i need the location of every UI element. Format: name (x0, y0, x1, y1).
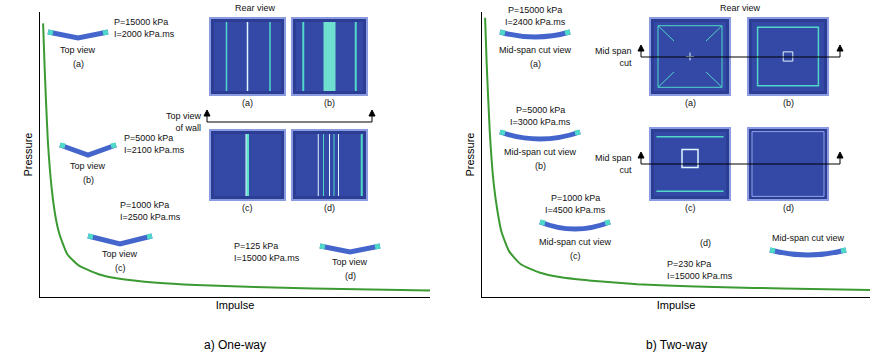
svg-text:P=15000 kPa: P=15000 kPa (508, 5, 562, 15)
svg-text:(d): (d) (700, 238, 711, 248)
svg-text:(d): (d) (324, 203, 335, 213)
svg-text:(d): (d) (345, 271, 356, 281)
svg-text:(b): (b) (324, 98, 335, 108)
svg-text:I=2100 kPa.ms: I=2100 kPa.ms (124, 145, 185, 155)
svg-text:Mid-span cut view: Mid-span cut view (499, 45, 572, 55)
svg-text:(b): (b) (783, 98, 794, 108)
svg-text:Rear view: Rear view (720, 3, 761, 13)
svg-text:I=15000 kPa.ms: I=15000 kPa.ms (667, 271, 733, 281)
svg-text:(a): (a) (242, 98, 253, 108)
svg-text:P=230 kPa: P=230 kPa (667, 259, 711, 269)
svg-text:Impulse: Impulse (657, 299, 696, 311)
svg-text:I=2500 kPa.ms: I=2500 kPa.ms (120, 212, 181, 222)
svg-text:(b): (b) (535, 161, 546, 171)
svg-text:(a): (a) (685, 98, 696, 108)
svg-text:Pressure: Pressure (22, 132, 34, 176)
svg-text:Mid spancut: Mid spancut (595, 46, 632, 68)
svg-text:Impulse: Impulse (216, 299, 255, 311)
svg-text:Top view: Top view (70, 161, 106, 171)
svg-text:I=2400 kPa.ms: I=2400 kPa.ms (505, 17, 566, 27)
svg-text:(a): (a) (530, 59, 541, 69)
svg-text:a) One-way: a) One-way (204, 338, 266, 352)
svg-text:P=5000 kPa: P=5000 kPa (516, 105, 565, 115)
svg-text:Top view: Top view (102, 249, 138, 259)
svg-text:(c): (c) (685, 203, 696, 213)
svg-text:(a): (a) (73, 59, 84, 69)
svg-text:Mid-span cut view: Mid-span cut view (504, 147, 577, 157)
svg-text:I=4500 kPa.ms: I=4500 kPa.ms (545, 205, 606, 215)
svg-text:P=125 kPa: P=125 kPa (234, 241, 278, 251)
svg-text:(c): (c) (115, 263, 126, 273)
svg-text:Top viewof wall: Top viewof wall (166, 111, 202, 133)
svg-text:Mid-span cut view: Mid-span cut view (539, 237, 612, 247)
svg-text:(c): (c) (242, 203, 253, 213)
svg-text:P=15000 kPa: P=15000 kPa (114, 17, 168, 27)
svg-text:Mid-span cut view: Mid-span cut view (772, 233, 845, 243)
svg-text:(d): (d) (783, 203, 794, 213)
svg-text:P=5000 kPa: P=5000 kPa (124, 133, 173, 143)
svg-text:P=1000 kPa: P=1000 kPa (551, 193, 600, 203)
svg-text:Top view: Top view (60, 45, 96, 55)
svg-text:Mid spancut: Mid spancut (595, 153, 632, 175)
svg-text:I=3000 kPa.ms: I=3000 kPa.ms (510, 117, 571, 127)
svg-text:(c): (c) (570, 251, 581, 261)
svg-text:I=15000 kPa.ms: I=15000 kPa.ms (234, 253, 300, 263)
svg-text:P=1000 kPa: P=1000 kPa (120, 200, 169, 210)
svg-text:Pressure: Pressure (464, 132, 476, 176)
svg-text:I=2000 kPa.ms: I=2000 kPa.ms (114, 29, 175, 39)
svg-text:b) Two-way: b) Two-way (646, 338, 707, 352)
svg-text:Top view: Top view (332, 257, 368, 267)
svg-text:(b): (b) (83, 175, 94, 185)
svg-text:Rear view: Rear view (235, 3, 276, 13)
